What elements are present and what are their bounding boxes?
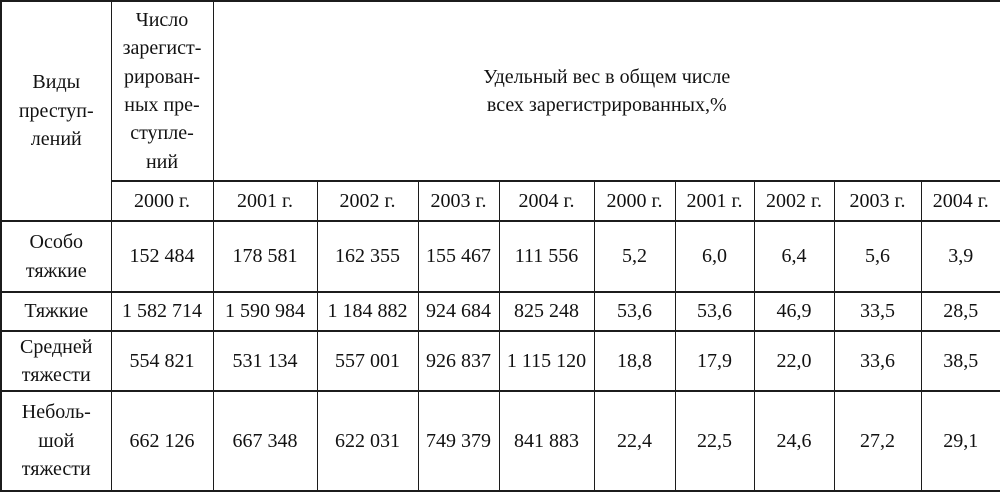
data-cell: 22,0 <box>753 330 835 392</box>
data-cell: 38,5 <box>920 330 1000 392</box>
year-header: 2003 г. <box>417 180 500 222</box>
data-cell: 22,5 <box>674 390 755 492</box>
table-row: Особо тяжкие 152 484 178 581 162 355 155… <box>0 220 1000 293</box>
data-cell: 155 467 <box>417 220 500 293</box>
data-cell: 3,9 <box>920 220 1000 293</box>
header-registered-count: Число зарегист- рирован- ных пре- ступле… <box>110 0 214 182</box>
row-label: Средней тяжести <box>0 330 112 392</box>
data-cell: 1 582 714 <box>110 291 214 332</box>
row-label: Тяжкие <box>0 291 112 332</box>
data-cell: 178 581 <box>212 220 318 293</box>
header-share-percent: Удельный вес в общем числе всех зарегист… <box>212 0 1000 182</box>
data-cell: 825 248 <box>498 291 595 332</box>
data-cell: 22,4 <box>593 390 676 492</box>
table-row: Неболь- шой тяжести 662 126 667 348 622 … <box>0 390 1000 492</box>
data-cell: 5,2 <box>593 220 676 293</box>
data-cell: 6,0 <box>674 220 755 293</box>
data-cell: 557 001 <box>316 330 419 392</box>
data-cell: 29,1 <box>920 390 1000 492</box>
data-cell: 33,5 <box>833 291 922 332</box>
data-cell: 28,5 <box>920 291 1000 332</box>
data-cell: 6,4 <box>753 220 835 293</box>
data-cell: 662 126 <box>110 390 214 492</box>
data-cell: 924 684 <box>417 291 500 332</box>
data-cell: 33,6 <box>833 330 922 392</box>
year-header: 2002 г. <box>753 180 835 222</box>
data-cell: 667 348 <box>212 390 318 492</box>
data-cell: 46,9 <box>753 291 835 332</box>
data-cell: 53,6 <box>593 291 676 332</box>
data-cell: 5,6 <box>833 220 922 293</box>
year-header: 2000 г. <box>110 180 214 222</box>
year-header: 2004 г. <box>498 180 595 222</box>
data-cell: 841 883 <box>498 390 595 492</box>
data-cell: 554 821 <box>110 330 214 392</box>
header-row-years: 2000 г. 2001 г. 2002 г. 2003 г. 2004 г. … <box>1 180 1000 222</box>
data-cell: 53,6 <box>674 291 755 332</box>
data-cell: 1 184 882 <box>316 291 419 332</box>
year-header: 2001 г. <box>212 180 318 222</box>
year-header: 2000 г. <box>593 180 676 222</box>
data-cell: 1 590 984 <box>212 291 318 332</box>
data-cell: 1 115 120 <box>498 330 595 392</box>
data-cell: 622 031 <box>316 390 419 492</box>
row-label: Неболь- шой тяжести <box>0 390 112 492</box>
data-cell: 111 556 <box>498 220 595 293</box>
data-cell: 24,6 <box>753 390 835 492</box>
header-crime-types: Виды преступ- лений <box>0 0 112 222</box>
data-cell: 749 379 <box>417 390 500 492</box>
data-cell: 17,9 <box>674 330 755 392</box>
data-cell: 926 837 <box>417 330 500 392</box>
year-header: 2001 г. <box>674 180 755 222</box>
table-body: Особо тяжкие 152 484 178 581 162 355 155… <box>0 220 1000 492</box>
table-header: Виды преступ- лений Число зарегист- риро… <box>0 0 1000 222</box>
data-cell: 162 355 <box>316 220 419 293</box>
year-header: 2002 г. <box>316 180 419 222</box>
year-header: 2003 г. <box>833 180 922 222</box>
table-row: Средней тяжести 554 821 531 134 557 001 … <box>0 330 1000 392</box>
row-label: Особо тяжкие <box>0 220 112 293</box>
header-row-top: Виды преступ- лений Число зарегист- риро… <box>0 0 1000 222</box>
table-row: Тяжкие 1 582 714 1 590 984 1 184 882 924… <box>0 291 1000 332</box>
data-cell: 152 484 <box>110 220 214 293</box>
data-cell: 27,2 <box>833 390 922 492</box>
year-header: 2004 г. <box>920 180 1000 222</box>
data-cell: 18,8 <box>593 330 676 392</box>
data-cell: 531 134 <box>212 330 318 392</box>
